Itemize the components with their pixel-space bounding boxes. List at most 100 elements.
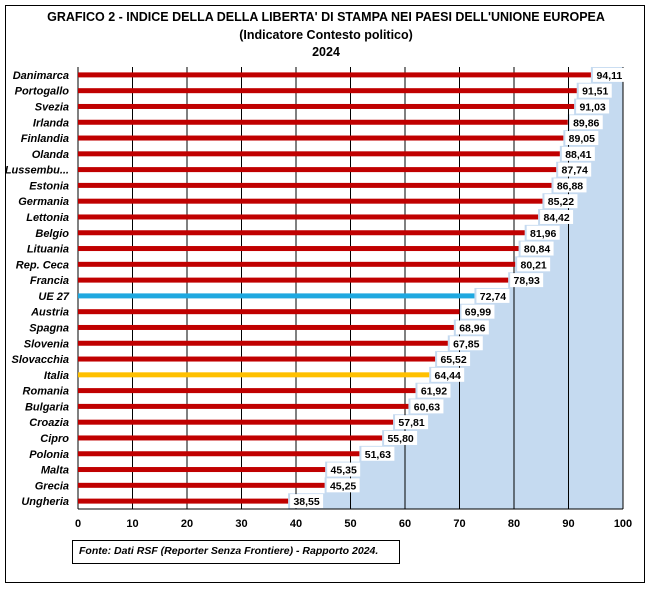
data-label-box bbox=[410, 399, 444, 414]
bar bbox=[78, 356, 436, 362]
data-label: 78,93 bbox=[514, 275, 540, 287]
category-label: Danimarca bbox=[13, 70, 69, 82]
category-label: Malta bbox=[41, 465, 69, 477]
chart-year: 2024 bbox=[312, 45, 340, 59]
category-label: Italia bbox=[44, 370, 69, 382]
chart-title: GRAFICO 2 - INDICE DELLA DELLA LIBERTA' … bbox=[47, 10, 605, 24]
data-label: 51,63 bbox=[365, 449, 391, 461]
bar bbox=[78, 403, 409, 409]
category-label: Olanda bbox=[32, 149, 69, 161]
data-label: 89,86 bbox=[573, 117, 599, 129]
data-label: 80,21 bbox=[521, 259, 547, 271]
category-label: Lettonia bbox=[26, 212, 69, 224]
data-label: 57,81 bbox=[398, 417, 424, 429]
x-tick-label: 10 bbox=[126, 518, 138, 530]
data-label-box bbox=[431, 367, 465, 382]
data-label: 94,11 bbox=[597, 70, 623, 82]
data-label-box bbox=[395, 415, 429, 430]
plot-background bbox=[288, 67, 623, 509]
data-label-box bbox=[455, 320, 489, 335]
category-label: Spagna bbox=[29, 322, 69, 334]
x-tick-label: 60 bbox=[399, 518, 411, 530]
data-label-box bbox=[510, 273, 544, 288]
bar bbox=[78, 119, 568, 125]
data-label-box bbox=[361, 446, 395, 461]
bar bbox=[78, 435, 383, 441]
data-label-box bbox=[417, 383, 451, 398]
data-label: 68,96 bbox=[459, 322, 485, 334]
bar bbox=[78, 135, 564, 141]
data-label-box bbox=[565, 131, 599, 146]
data-label: 89,05 bbox=[569, 133, 595, 145]
x-tick-label: 70 bbox=[453, 518, 465, 530]
data-label: 80,84 bbox=[524, 244, 550, 256]
category-label: Slovacchia bbox=[12, 354, 69, 366]
data-label-box bbox=[520, 241, 554, 256]
category-label: Lituania bbox=[27, 244, 69, 256]
data-label-box bbox=[544, 194, 578, 209]
bar bbox=[78, 246, 519, 252]
data-label: 64,44 bbox=[435, 370, 461, 382]
data-label-box bbox=[384, 430, 418, 445]
data-label: 91,03 bbox=[579, 101, 605, 113]
data-label: 81,96 bbox=[530, 228, 556, 240]
data-label-box bbox=[449, 336, 483, 351]
bar bbox=[78, 277, 509, 283]
data-label-box bbox=[592, 67, 626, 82]
category-label: UE 27 bbox=[38, 291, 69, 303]
category-label: Rep. Ceca bbox=[16, 259, 69, 271]
data-label: 38,55 bbox=[293, 496, 319, 508]
data-label: 67,85 bbox=[453, 338, 479, 350]
category-label: Austria bbox=[30, 307, 69, 319]
category-label: Germania bbox=[18, 196, 69, 208]
bar bbox=[78, 214, 539, 220]
category-label: Irlanda bbox=[33, 117, 69, 129]
data-label-box bbox=[476, 288, 510, 303]
bar bbox=[78, 198, 543, 204]
bar bbox=[78, 498, 289, 504]
bar bbox=[78, 467, 326, 473]
x-tick-label: 90 bbox=[562, 518, 574, 530]
category-label: Francia bbox=[30, 275, 69, 287]
data-label: 69,99 bbox=[465, 307, 491, 319]
data-label: 45,25 bbox=[330, 480, 356, 492]
bar bbox=[78, 482, 325, 488]
data-label-box bbox=[526, 225, 560, 240]
bar bbox=[78, 103, 575, 109]
bar bbox=[78, 324, 454, 330]
data-label: 45,35 bbox=[331, 465, 357, 477]
data-label: 61,92 bbox=[421, 386, 447, 398]
bar bbox=[78, 182, 552, 188]
chart-subtitle: (Indicatore Contesto politico) bbox=[239, 28, 413, 42]
x-tick-label: 100 bbox=[614, 518, 632, 530]
data-label: 60,63 bbox=[414, 401, 440, 413]
data-label: 65,52 bbox=[440, 354, 466, 366]
bar bbox=[78, 388, 416, 394]
bar bbox=[78, 309, 460, 315]
data-label: 86,88 bbox=[557, 180, 583, 192]
bar bbox=[78, 88, 577, 94]
bar bbox=[78, 151, 560, 157]
category-label: Ungheria bbox=[21, 496, 69, 508]
category-label: Estonia bbox=[29, 180, 69, 192]
x-tick-label: 0 bbox=[75, 518, 81, 530]
data-label: 88,41 bbox=[565, 149, 591, 161]
data-label-box bbox=[327, 462, 361, 477]
data-label: 85,22 bbox=[548, 196, 574, 208]
data-label-box bbox=[517, 257, 551, 272]
bar bbox=[78, 230, 525, 236]
category-label: Grecia bbox=[35, 480, 69, 492]
data-label-box bbox=[569, 115, 603, 130]
category-label: Polonia bbox=[29, 449, 69, 461]
data-label: 55,80 bbox=[387, 433, 413, 445]
x-tick-label: 50 bbox=[344, 518, 356, 530]
source-note: Fonte: Dati RSF (Reporter Senza Frontier… bbox=[72, 540, 400, 564]
data-label: 91,51 bbox=[582, 86, 608, 98]
bar bbox=[78, 261, 516, 267]
bar bbox=[78, 72, 591, 78]
data-label-box bbox=[576, 99, 610, 114]
bar bbox=[78, 419, 394, 425]
data-label-box bbox=[553, 178, 587, 193]
x-tick-label: 80 bbox=[508, 518, 520, 530]
